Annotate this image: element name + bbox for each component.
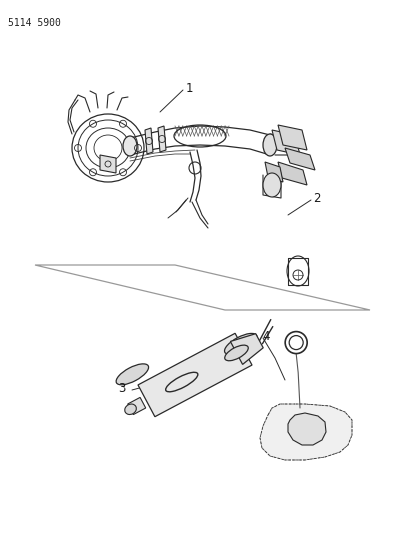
Polygon shape bbox=[231, 334, 263, 365]
Text: 2: 2 bbox=[313, 191, 321, 205]
Polygon shape bbox=[260, 404, 352, 460]
Ellipse shape bbox=[123, 136, 137, 156]
Ellipse shape bbox=[224, 334, 257, 354]
Polygon shape bbox=[138, 333, 252, 417]
Polygon shape bbox=[158, 126, 166, 152]
Polygon shape bbox=[265, 162, 283, 182]
Ellipse shape bbox=[225, 345, 248, 361]
Polygon shape bbox=[285, 148, 315, 170]
Polygon shape bbox=[100, 155, 116, 173]
Polygon shape bbox=[278, 162, 307, 185]
Polygon shape bbox=[272, 130, 300, 155]
Ellipse shape bbox=[125, 404, 136, 415]
Text: 5114 5900: 5114 5900 bbox=[8, 18, 61, 28]
Polygon shape bbox=[145, 128, 153, 154]
Ellipse shape bbox=[263, 173, 281, 197]
Polygon shape bbox=[288, 413, 326, 445]
Text: 1: 1 bbox=[186, 82, 193, 94]
Ellipse shape bbox=[263, 134, 277, 156]
Polygon shape bbox=[278, 125, 307, 150]
Ellipse shape bbox=[116, 364, 149, 385]
Text: 4: 4 bbox=[262, 329, 270, 343]
Polygon shape bbox=[128, 398, 146, 415]
Text: 3: 3 bbox=[118, 382, 125, 394]
